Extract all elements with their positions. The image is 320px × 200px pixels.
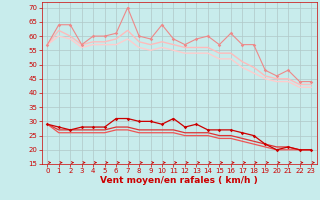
X-axis label: Vent moyen/en rafales ( km/h ): Vent moyen/en rafales ( km/h ) xyxy=(100,176,258,185)
